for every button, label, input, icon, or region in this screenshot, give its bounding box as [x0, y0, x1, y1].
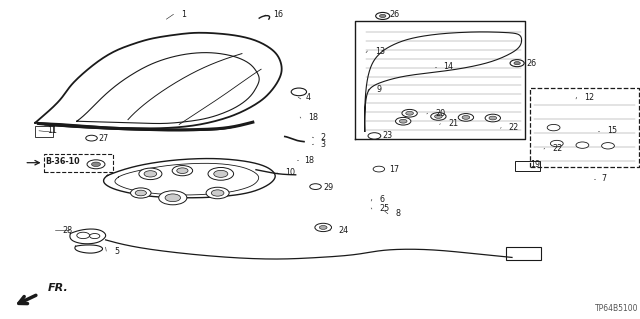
Circle shape [547, 124, 560, 131]
Text: 22: 22 [509, 123, 519, 132]
Circle shape [462, 115, 470, 119]
Circle shape [402, 109, 417, 117]
Circle shape [489, 116, 497, 120]
Circle shape [458, 114, 474, 121]
Text: 27: 27 [98, 134, 108, 143]
Text: 28: 28 [63, 226, 73, 235]
Text: 9: 9 [376, 85, 381, 94]
Circle shape [86, 135, 97, 141]
Bar [506, 247, 541, 260]
Circle shape [576, 142, 589, 148]
Text: 15: 15 [607, 126, 617, 135]
Text: 12: 12 [584, 93, 595, 102]
Circle shape [376, 12, 390, 19]
Circle shape [368, 133, 381, 139]
Text: 26: 26 [389, 11, 399, 19]
Circle shape [550, 140, 563, 147]
Circle shape [435, 115, 442, 118]
Circle shape [310, 184, 321, 189]
Circle shape [208, 167, 234, 180]
Text: 2: 2 [320, 133, 325, 142]
Circle shape [315, 223, 332, 232]
Text: 18: 18 [308, 113, 318, 122]
Text: 8: 8 [396, 209, 401, 218]
Circle shape [206, 187, 229, 199]
Bar [44, 154, 113, 172]
Circle shape [92, 162, 100, 167]
Text: B-36-10: B-36-10 [45, 157, 79, 166]
Text: 10: 10 [285, 168, 295, 177]
Circle shape [87, 160, 105, 169]
Bar [515, 161, 540, 171]
Circle shape [214, 170, 228, 177]
Circle shape [135, 190, 147, 196]
Circle shape [431, 113, 446, 120]
Circle shape [319, 226, 327, 229]
Text: 13: 13 [375, 47, 385, 56]
Text: 23: 23 [383, 131, 393, 140]
Circle shape [165, 194, 180, 202]
Text: 26: 26 [527, 59, 537, 68]
Text: FR.: FR. [48, 283, 68, 293]
Text: 25: 25 [380, 204, 390, 213]
Text: 5: 5 [114, 247, 119, 256]
Text: 20: 20 [435, 109, 445, 118]
Text: 29: 29 [323, 183, 333, 192]
Text: 22: 22 [552, 144, 563, 153]
Circle shape [510, 60, 524, 67]
Circle shape [380, 14, 386, 18]
Circle shape [139, 168, 162, 180]
Text: 19: 19 [530, 160, 540, 169]
Circle shape [514, 62, 520, 65]
Circle shape [602, 143, 614, 149]
Text: 17: 17 [389, 165, 399, 174]
Circle shape [131, 188, 151, 198]
Circle shape [406, 111, 413, 115]
Text: 18: 18 [305, 156, 315, 165]
Circle shape [396, 117, 411, 125]
Text: 21: 21 [448, 119, 458, 128]
Circle shape [172, 166, 193, 176]
Text: 24: 24 [338, 226, 348, 235]
Circle shape [373, 166, 385, 172]
Text: TP64B5100: TP64B5100 [595, 304, 639, 313]
Circle shape [177, 168, 188, 174]
Text: 14: 14 [444, 63, 454, 71]
Text: 11: 11 [47, 126, 57, 135]
Circle shape [211, 190, 224, 196]
Text: 6: 6 [380, 195, 385, 204]
Bar [35, 126, 53, 137]
Text: 3: 3 [320, 140, 325, 149]
Text: 1: 1 [181, 10, 186, 19]
Circle shape [485, 114, 500, 122]
Circle shape [77, 232, 90, 239]
Circle shape [90, 234, 100, 239]
Text: 16: 16 [273, 11, 284, 19]
Circle shape [159, 191, 187, 205]
Text: 4: 4 [306, 93, 311, 102]
Circle shape [399, 119, 407, 123]
Circle shape [144, 171, 157, 177]
Text: 7: 7 [602, 174, 607, 183]
Circle shape [291, 88, 307, 96]
